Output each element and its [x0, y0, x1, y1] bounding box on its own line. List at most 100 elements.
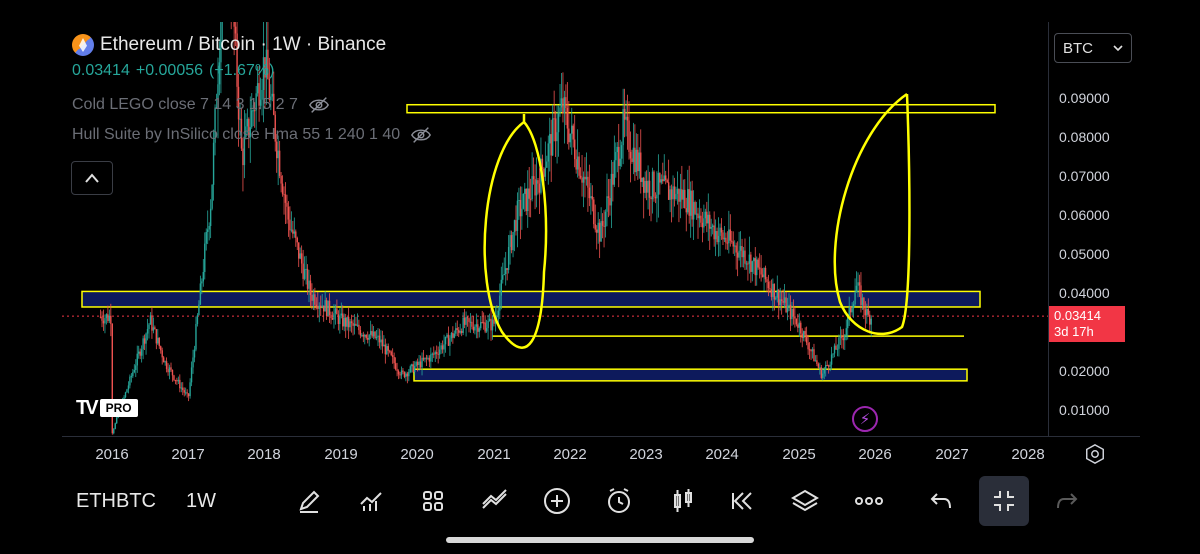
candle-body — [638, 152, 640, 172]
interval-button[interactable]: 1W — [186, 490, 216, 512]
candle-body — [739, 246, 742, 251]
candle-body — [566, 108, 569, 129]
candle-body — [719, 227, 721, 236]
candle-body — [127, 385, 130, 390]
candle-body — [754, 258, 756, 276]
price-axis[interactable]: 0.09000 0.08000 0.07000 0.06000 0.05000 … — [1048, 22, 1141, 436]
indicator-row-hull-suite[interactable]: Hull Suite by InSilico close Hma 55 1 24… — [72, 124, 432, 146]
add-button[interactable] — [540, 484, 574, 518]
candle-body — [346, 316, 348, 327]
redo-button[interactable] — [1050, 484, 1084, 518]
candle-body — [823, 369, 825, 374]
candle-body — [670, 189, 673, 200]
candle-body — [111, 323, 113, 434]
candle-body — [201, 281, 203, 284]
candle-body — [212, 142, 215, 185]
candle-body — [601, 221, 604, 226]
candle-body — [283, 194, 285, 196]
candle-body — [811, 349, 814, 352]
candle-body — [255, 93, 257, 111]
candle-body — [146, 329, 149, 334]
lightning-event-icon[interactable]: ⚡ — [852, 406, 878, 432]
candle-body — [427, 357, 429, 359]
time-axis[interactable]: 2016 2017 2018 2019 2020 2021 2022 2023 … — [62, 436, 1140, 471]
candle-body — [766, 279, 768, 282]
eye-off-icon[interactable] — [308, 94, 330, 116]
drawing-pen-button[interactable] — [292, 484, 326, 518]
candle-body — [726, 242, 729, 244]
candle-body — [622, 108, 624, 146]
candle-body — [669, 189, 671, 200]
candle-body — [390, 351, 392, 356]
chart-type-button[interactable] — [666, 484, 700, 518]
candles-icon — [674, 489, 692, 512]
candle-body — [422, 357, 425, 360]
alert-button[interactable] — [602, 484, 636, 518]
undo-button[interactable] — [924, 484, 958, 518]
candle-body — [543, 168, 545, 177]
price-tick: 0.09000 — [1059, 90, 1110, 106]
more-button[interactable] — [852, 484, 886, 518]
candle-body — [770, 289, 773, 297]
support-zone — [413, 368, 968, 382]
symbol-title-row[interactable]: Ethereum / Bitcoin · 1W · Binance — [72, 34, 432, 56]
candle-body — [378, 335, 381, 343]
candle-body — [312, 294, 315, 301]
home-indicator[interactable] — [446, 537, 754, 543]
candle-body — [502, 275, 504, 280]
candle-body — [217, 84, 219, 108]
candle-body — [142, 338, 144, 350]
year-tick: 2019 — [324, 446, 358, 463]
candle-body — [202, 272, 205, 282]
candle-body — [286, 202, 288, 207]
candle-body — [270, 96, 272, 101]
collapse-legend-button[interactable] — [71, 161, 113, 195]
eye-off-icon[interactable] — [410, 124, 432, 146]
candle-body — [306, 268, 309, 289]
price-tick: 0.06000 — [1059, 207, 1110, 223]
templates-button[interactable] — [416, 484, 450, 518]
candle-body — [325, 300, 328, 316]
year-tick: 2025 — [782, 446, 816, 463]
candle-body — [687, 189, 689, 213]
price-tick: 0.02000 — [1059, 363, 1110, 379]
candle-body — [114, 423, 116, 429]
candle-body — [597, 222, 599, 233]
candle-body — [659, 172, 661, 183]
candle-body — [802, 331, 805, 338]
candle-body — [531, 176, 533, 200]
candle-body — [816, 360, 818, 365]
candle-body — [866, 308, 868, 316]
candle-body — [349, 321, 351, 328]
candle-body — [851, 308, 853, 313]
candle-body — [443, 344, 445, 350]
year-tick: 2021 — [477, 446, 511, 463]
line-tools-button[interactable] — [478, 484, 512, 518]
indicators-button[interactable] — [354, 484, 388, 518]
chart-plot-area[interactable] — [62, 22, 1048, 436]
candle-body — [477, 324, 479, 332]
indicator-row-cold-lego[interactable]: Cold LEGO close 7 14 3 1.5 2 7 — [72, 94, 432, 116]
candle-body — [513, 220, 516, 233]
currency-select[interactable]: BTC — [1054, 33, 1132, 63]
candle-body — [747, 263, 749, 265]
candle-body — [437, 353, 439, 355]
candle-body — [518, 200, 520, 202]
candle-body — [600, 221, 602, 242]
candle-body — [393, 357, 395, 364]
symbol-button[interactable]: ETHBTC — [76, 490, 156, 512]
layers-button[interactable] — [788, 484, 822, 518]
candle-body — [722, 232, 724, 240]
replay-button[interactable] — [726, 484, 760, 518]
candle-body — [415, 361, 417, 367]
candle-body — [626, 116, 629, 121]
candle-body — [356, 324, 359, 326]
candle-body — [135, 365, 137, 370]
candle-body — [408, 372, 410, 377]
candle-body — [554, 118, 557, 142]
settings-icon[interactable] — [1084, 443, 1106, 465]
candle-body — [440, 345, 442, 350]
candle-body — [594, 224, 596, 230]
fullscreen-exit-button[interactable] — [979, 476, 1029, 526]
candle-body — [822, 373, 824, 378]
